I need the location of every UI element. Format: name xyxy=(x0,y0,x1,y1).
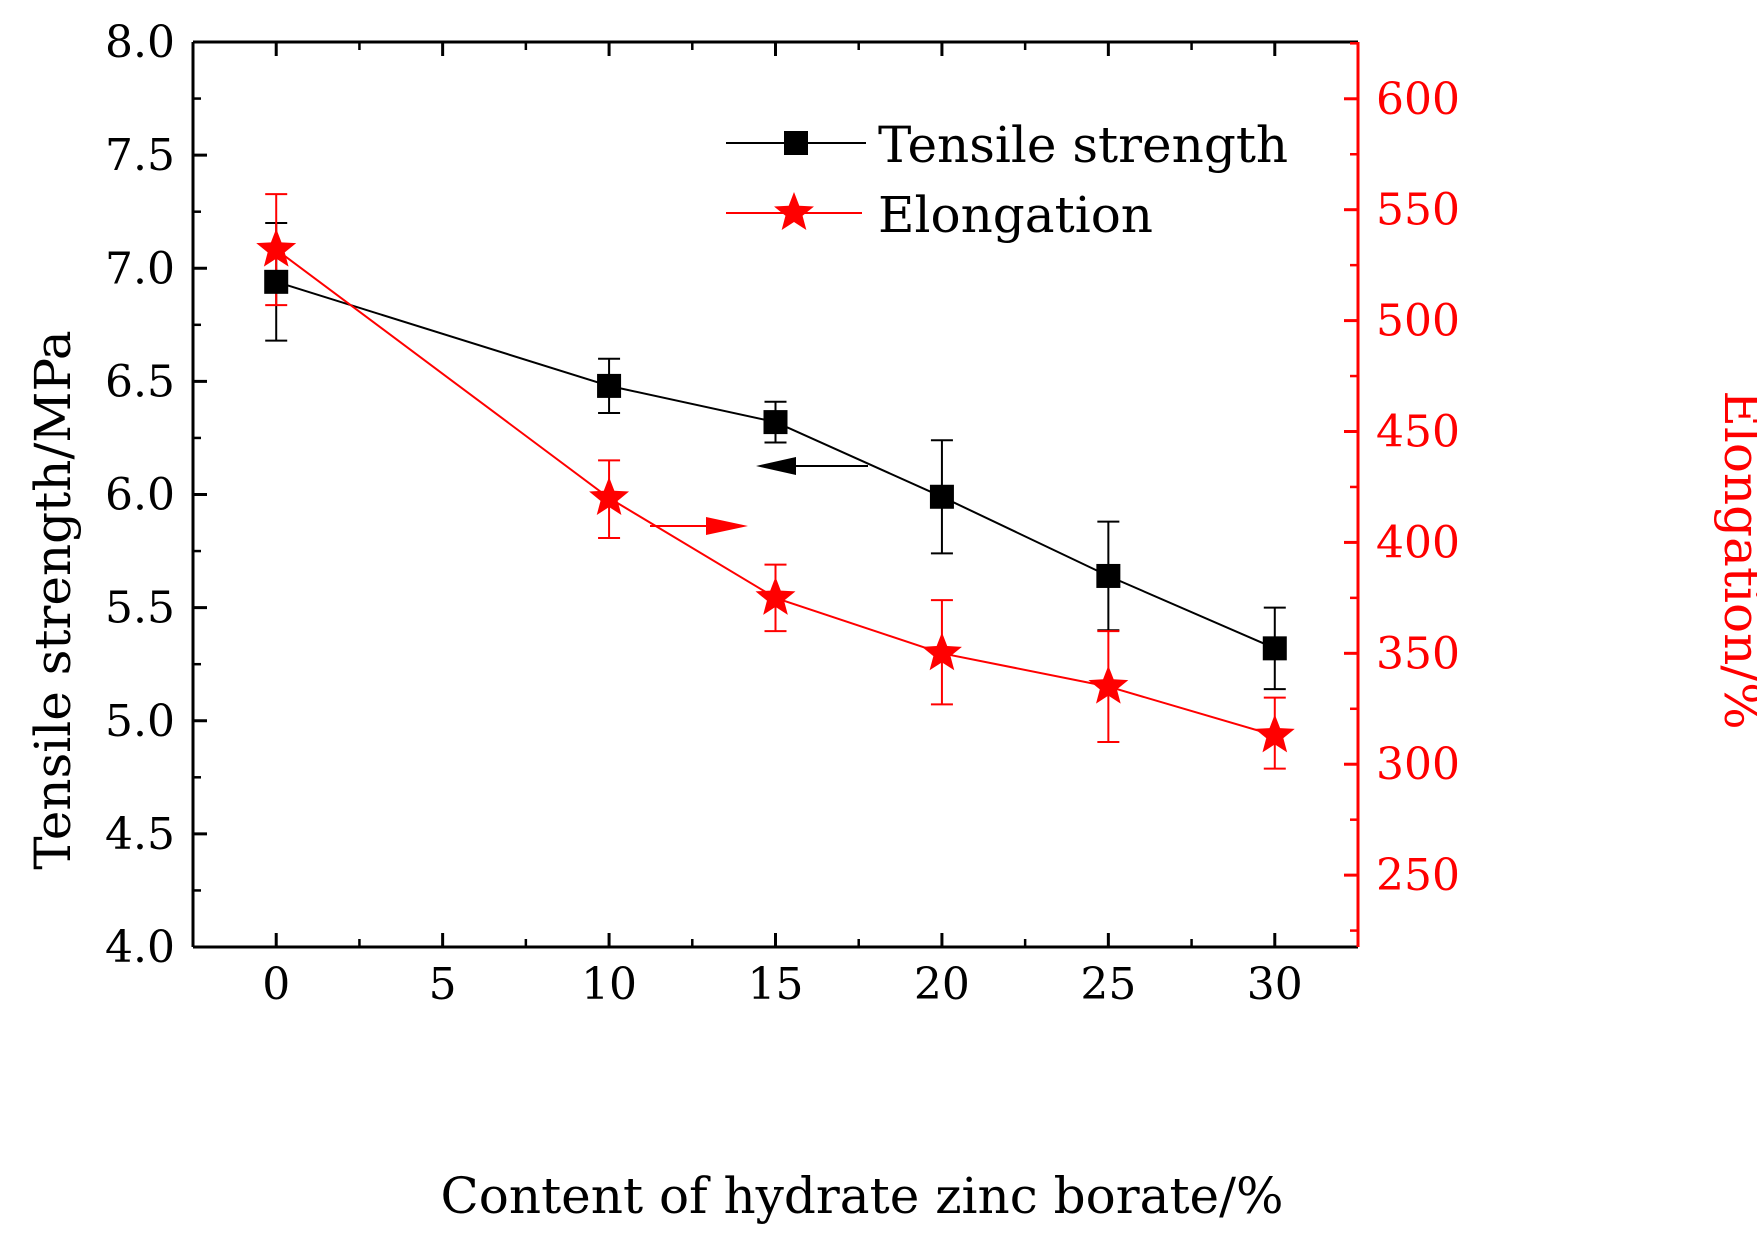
y-left-tick-label: 7.5 xyxy=(105,130,175,181)
y-left-tick-label: 4.5 xyxy=(105,809,175,860)
elongation-point xyxy=(589,477,630,516)
elongation-point xyxy=(256,228,297,267)
y-right-tick-label: 500 xyxy=(1376,296,1460,347)
legend-elongation-label: Elongation xyxy=(878,186,1153,244)
legend-elongation-marker xyxy=(774,192,814,230)
y-left-tick-label: 6.0 xyxy=(105,470,175,521)
y-left-tick-label: 5.0 xyxy=(105,696,175,747)
tensile-series-line xyxy=(275,280,1276,650)
tensile-point xyxy=(264,269,289,294)
x-tick-label: 25 xyxy=(1080,959,1136,1010)
elongation-series-line xyxy=(275,248,1276,737)
tensile-point xyxy=(1262,636,1287,661)
y-axis-right-title: Elongation/% xyxy=(1713,390,1757,729)
tensile-point xyxy=(929,484,954,509)
tensile-point xyxy=(1096,563,1121,588)
x-tick-label: 10 xyxy=(581,959,637,1010)
y-right-tick-label: 600 xyxy=(1376,74,1460,125)
x-tick-label: 20 xyxy=(914,959,970,1010)
y-right-tick-label: 250 xyxy=(1376,850,1460,901)
y-right-tick-label: 400 xyxy=(1376,517,1460,568)
x-tick-label: 30 xyxy=(1247,959,1303,1010)
y-right-tick-label: 300 xyxy=(1376,739,1460,790)
y-left-tick-label: 5.5 xyxy=(105,583,175,634)
x-tick-label: 5 xyxy=(429,959,457,1010)
y-left-tick-label: 7.0 xyxy=(105,243,175,294)
arrow-right-icon xyxy=(706,517,748,535)
tensile-point xyxy=(763,410,788,435)
legend-tensile-label: Tensile strength xyxy=(878,116,1288,174)
y-axis-left-title: Tensile strength/MPa xyxy=(24,330,82,869)
tensile-point xyxy=(597,373,622,398)
x-tick-label: 15 xyxy=(748,959,804,1010)
y-left-tick-label: 8.0 xyxy=(105,17,175,68)
elongation-point xyxy=(1088,665,1129,704)
y-left-tick-label: 6.5 xyxy=(105,356,175,407)
elongation-point xyxy=(755,576,796,615)
elongation-point xyxy=(1254,714,1295,753)
x-axis-title: Content of hydrate zinc borate/% xyxy=(441,1167,1284,1225)
y-right-tick-label: 350 xyxy=(1376,628,1460,679)
x-tick-label: 0 xyxy=(262,959,290,1010)
legend-tensile-marker xyxy=(784,131,808,155)
y-left-tick-label: 4.0 xyxy=(105,922,175,973)
elongation-point xyxy=(921,632,962,671)
y-right-tick-label: 550 xyxy=(1376,185,1460,236)
y-right-tick-label: 450 xyxy=(1376,407,1460,458)
arrow-left-icon xyxy=(756,457,796,475)
